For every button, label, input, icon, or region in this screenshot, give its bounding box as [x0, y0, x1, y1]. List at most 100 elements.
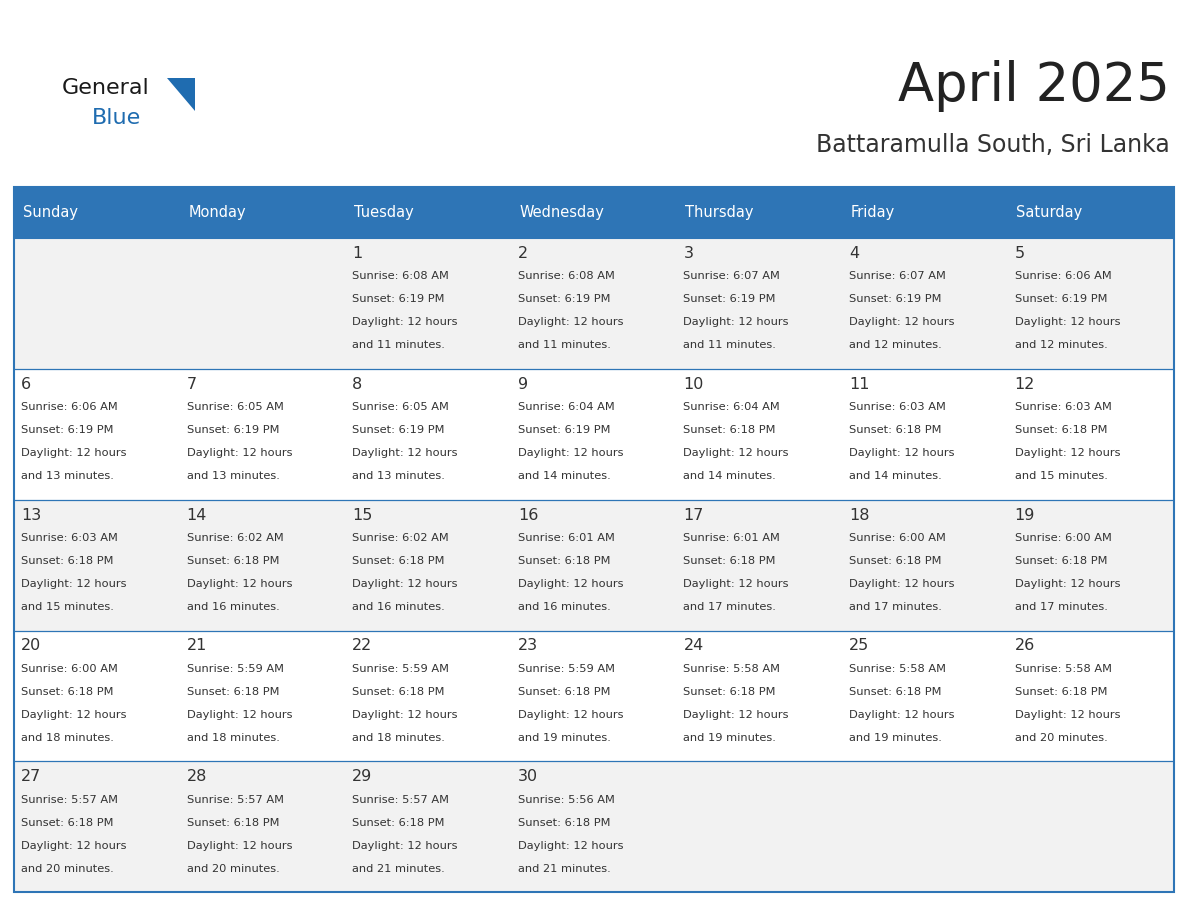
Text: 20: 20 [21, 638, 42, 654]
Text: Daylight: 12 hours: Daylight: 12 hours [352, 579, 457, 589]
Text: Sunset: 6:19 PM: Sunset: 6:19 PM [683, 295, 776, 304]
Text: and 13 minutes.: and 13 minutes. [21, 471, 114, 481]
Text: and 13 minutes.: and 13 minutes. [187, 471, 279, 481]
Text: Sunset: 6:18 PM: Sunset: 6:18 PM [683, 556, 776, 566]
Text: and 11 minutes.: and 11 minutes. [683, 340, 776, 350]
Text: and 19 minutes.: and 19 minutes. [683, 733, 776, 743]
Text: Daylight: 12 hours: Daylight: 12 hours [683, 579, 789, 589]
Text: Daylight: 12 hours: Daylight: 12 hours [683, 448, 789, 458]
Text: Sunrise: 6:01 AM: Sunrise: 6:01 AM [518, 533, 614, 543]
Text: Sunrise: 6:03 AM: Sunrise: 6:03 AM [21, 533, 118, 543]
Text: Sunrise: 5:57 AM: Sunrise: 5:57 AM [187, 795, 284, 805]
Text: and 17 minutes.: and 17 minutes. [1015, 602, 1107, 611]
Text: Daylight: 12 hours: Daylight: 12 hours [21, 579, 126, 589]
Text: Sunrise: 5:57 AM: Sunrise: 5:57 AM [352, 795, 449, 805]
Text: 14: 14 [187, 508, 207, 522]
Bar [14, 761, 1174, 892]
Text: Blue: Blue [91, 108, 141, 128]
Text: Daylight: 12 hours: Daylight: 12 hours [187, 710, 292, 720]
Text: 17: 17 [683, 508, 703, 522]
Text: Sunrise: 6:03 AM: Sunrise: 6:03 AM [849, 402, 946, 412]
Text: Sunset: 6:18 PM: Sunset: 6:18 PM [518, 818, 611, 828]
Text: Sunrise: 6:00 AM: Sunrise: 6:00 AM [21, 664, 118, 674]
Text: Daylight: 12 hours: Daylight: 12 hours [21, 710, 126, 720]
Text: and 15 minutes.: and 15 minutes. [1015, 471, 1107, 481]
Text: Daylight: 12 hours: Daylight: 12 hours [683, 710, 789, 720]
Text: and 20 minutes.: and 20 minutes. [21, 864, 114, 874]
Text: Daylight: 12 hours: Daylight: 12 hours [352, 841, 457, 851]
Text: Daylight: 12 hours: Daylight: 12 hours [849, 579, 955, 589]
Text: Daylight: 12 hours: Daylight: 12 hours [187, 448, 292, 458]
Text: Daylight: 12 hours: Daylight: 12 hours [21, 448, 126, 458]
Text: Sunset: 6:18 PM: Sunset: 6:18 PM [187, 818, 279, 828]
Text: Daylight: 12 hours: Daylight: 12 hours [518, 841, 624, 851]
Text: Sunrise: 5:58 AM: Sunrise: 5:58 AM [849, 664, 946, 674]
Text: Sunset: 6:18 PM: Sunset: 6:18 PM [518, 556, 611, 566]
Text: and 12 minutes.: and 12 minutes. [1015, 340, 1107, 350]
Text: Sunrise: 6:03 AM: Sunrise: 6:03 AM [1015, 402, 1112, 412]
Text: Sunrise: 6:06 AM: Sunrise: 6:06 AM [21, 402, 118, 412]
Text: Daylight: 12 hours: Daylight: 12 hours [518, 710, 624, 720]
Text: Sunset: 6:18 PM: Sunset: 6:18 PM [187, 687, 279, 697]
Text: Sunrise: 5:59 AM: Sunrise: 5:59 AM [187, 664, 284, 674]
Text: 26: 26 [1015, 638, 1035, 654]
Text: and 14 minutes.: and 14 minutes. [683, 471, 776, 481]
Text: and 17 minutes.: and 17 minutes. [683, 602, 776, 611]
Text: Daylight: 12 hours: Daylight: 12 hours [21, 841, 126, 851]
Text: 24: 24 [683, 638, 703, 654]
Text: Sunrise: 5:57 AM: Sunrise: 5:57 AM [21, 795, 118, 805]
Text: and 21 minutes.: and 21 minutes. [518, 864, 611, 874]
Text: and 16 minutes.: and 16 minutes. [352, 602, 446, 611]
Text: 21: 21 [187, 638, 207, 654]
Text: and 13 minutes.: and 13 minutes. [352, 471, 446, 481]
Text: Sunrise: 6:08 AM: Sunrise: 6:08 AM [518, 272, 614, 282]
Text: Sunset: 6:18 PM: Sunset: 6:18 PM [1015, 425, 1107, 435]
Text: Sunset: 6:19 PM: Sunset: 6:19 PM [518, 425, 611, 435]
Text: Sunrise: 6:07 AM: Sunrise: 6:07 AM [683, 272, 781, 282]
Text: 13: 13 [21, 508, 42, 522]
Text: Sunset: 6:19 PM: Sunset: 6:19 PM [1015, 295, 1107, 304]
Text: Daylight: 12 hours: Daylight: 12 hours [187, 841, 292, 851]
Text: and 14 minutes.: and 14 minutes. [518, 471, 611, 481]
Text: 2: 2 [518, 246, 527, 261]
Text: Sunset: 6:18 PM: Sunset: 6:18 PM [21, 687, 113, 697]
Text: and 19 minutes.: and 19 minutes. [518, 733, 611, 743]
Text: Daylight: 12 hours: Daylight: 12 hours [518, 318, 624, 327]
Text: Sunrise: 5:56 AM: Sunrise: 5:56 AM [518, 795, 614, 805]
Text: Sunrise: 6:04 AM: Sunrise: 6:04 AM [518, 402, 614, 412]
Bar [14, 369, 1174, 499]
Text: Sunset: 6:18 PM: Sunset: 6:18 PM [352, 818, 444, 828]
Text: Sunrise: 5:59 AM: Sunrise: 5:59 AM [518, 664, 615, 674]
Text: and 16 minutes.: and 16 minutes. [518, 602, 611, 611]
Text: 29: 29 [352, 769, 372, 784]
Text: Sunrise: 6:05 AM: Sunrise: 6:05 AM [187, 402, 284, 412]
Text: Sunrise: 6:02 AM: Sunrise: 6:02 AM [187, 533, 283, 543]
Text: Battaramulla South, Sri Lanka: Battaramulla South, Sri Lanka [816, 133, 1170, 157]
Text: Sunrise: 6:01 AM: Sunrise: 6:01 AM [683, 533, 781, 543]
Text: and 16 minutes.: and 16 minutes. [187, 602, 279, 611]
Text: and 18 minutes.: and 18 minutes. [187, 733, 279, 743]
Text: Sunset: 6:19 PM: Sunset: 6:19 PM [518, 295, 611, 304]
Text: 27: 27 [21, 769, 42, 784]
Text: and 18 minutes.: and 18 minutes. [352, 733, 446, 743]
Bar [14, 238, 1174, 369]
Text: 4: 4 [849, 246, 859, 261]
Text: Sunrise: 6:00 AM: Sunrise: 6:00 AM [849, 533, 946, 543]
Text: Daylight: 12 hours: Daylight: 12 hours [352, 710, 457, 720]
Text: Daylight: 12 hours: Daylight: 12 hours [683, 318, 789, 327]
Text: Sunrise: 6:00 AM: Sunrise: 6:00 AM [1015, 533, 1112, 543]
Text: Sunrise: 6:05 AM: Sunrise: 6:05 AM [352, 402, 449, 412]
Bar [14, 631, 1174, 761]
Text: Daylight: 12 hours: Daylight: 12 hours [352, 448, 457, 458]
Text: Friday: Friday [851, 205, 895, 220]
Text: 28: 28 [187, 769, 207, 784]
Text: Daylight: 12 hours: Daylight: 12 hours [849, 710, 955, 720]
Text: Sunset: 6:18 PM: Sunset: 6:18 PM [849, 687, 942, 697]
Text: Sunset: 6:18 PM: Sunset: 6:18 PM [1015, 687, 1107, 697]
Text: Sunset: 6:18 PM: Sunset: 6:18 PM [1015, 556, 1107, 566]
Text: and 18 minutes.: and 18 minutes. [21, 733, 114, 743]
Text: 23: 23 [518, 638, 538, 654]
Text: Sunset: 6:19 PM: Sunset: 6:19 PM [21, 425, 113, 435]
Text: and 15 minutes.: and 15 minutes. [21, 602, 114, 611]
Text: 1: 1 [352, 246, 362, 261]
